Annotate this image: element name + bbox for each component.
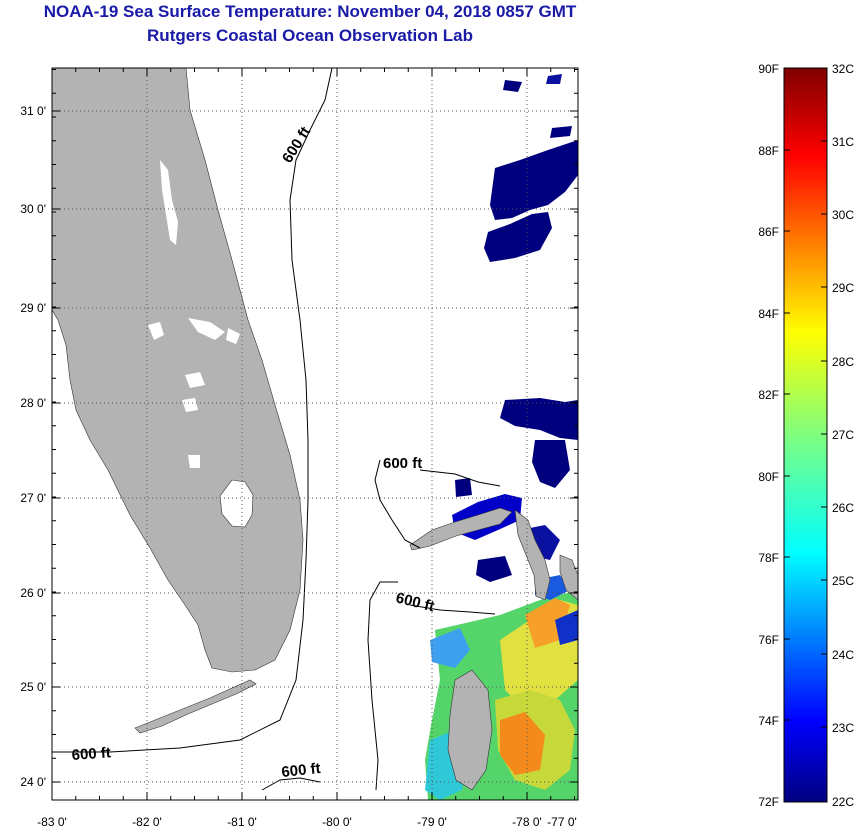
colorbar-c-label: 29C <box>832 281 854 295</box>
isobath-600ft <box>52 68 501 791</box>
colorbar-f-label: 88F <box>758 144 779 158</box>
colorbar-f-label: 74F <box>758 714 779 728</box>
colorbar-c-label: 30C <box>832 208 854 222</box>
colorbar <box>783 67 828 803</box>
map-subtitle: Rutgers Coastal Ocean Observation Lab <box>147 26 473 45</box>
colorbar-c-label: 23C <box>832 721 854 735</box>
colorbar-c-label: 31C <box>832 135 854 149</box>
colorbar-c-label: 32C <box>832 62 854 76</box>
lat-tick-label: 27 0' <box>20 491 46 505</box>
colorbar-f-label: 84F <box>758 307 779 321</box>
colorbar-f-label: 76F <box>758 633 779 647</box>
colorbar-f-label: 90F <box>758 62 779 76</box>
colorbar-f-label: 72F <box>758 795 779 809</box>
sst-cold-patches <box>452 74 578 582</box>
lon-tick-label: -81 0' <box>227 815 257 829</box>
map-title: NOAA-19 Sea Surface Temperature: Novembe… <box>43 2 577 21</box>
abaco-land <box>514 509 551 601</box>
eleuthera-land <box>559 554 578 601</box>
grand-bahama-land <box>409 507 513 551</box>
colorbar-f-label: 80F <box>758 470 779 484</box>
colorbar-f-labels: 90F 88F 86F 84F 82F 80F 78F 76F 74F 72F <box>758 62 779 809</box>
colorbar-f-label: 86F <box>758 225 779 239</box>
lon-tick-label: -79 0' <box>417 815 447 829</box>
inland-lakes <box>148 150 240 468</box>
colorbar-c-label: 27C <box>832 428 854 442</box>
lon-tick-label: -82 0' <box>132 815 162 829</box>
lat-tick-label: 25 0' <box>20 680 46 694</box>
colorbar-c-label: 26C <box>832 501 854 515</box>
andros-land <box>447 669 493 791</box>
lon-axis-labels: -83 0' -82 0' -81 0' -80 0' -79 0' -78 0… <box>37 815 577 829</box>
lat-tick-label: 26 0' <box>20 586 46 600</box>
lon-tick-label: -77 0' <box>547 815 577 829</box>
axis-ticks <box>51 68 579 800</box>
colorbar-c-label: 28C <box>832 355 854 369</box>
lon-tick-label: -78 0' <box>512 815 542 829</box>
lat-tick-label: 24 0' <box>20 775 46 789</box>
lat-tick-label: 31 0' <box>20 104 46 118</box>
florida-keys <box>134 679 257 734</box>
colorbar-c-label: 22C <box>832 795 854 809</box>
lat-tick-label: 30 0' <box>20 202 46 216</box>
lat-tick-label: 29 0' <box>20 301 46 315</box>
colorbar-f-label: 78F <box>758 551 779 565</box>
lat-axis-labels: 24 0' 25 0' 26 0' 27 0' 28 0' 29 0' 30 0… <box>20 104 46 789</box>
colorbar-c-labels: 32C 31C 30C 29C 28C 27C 26C 25C 24C 23C … <box>832 62 854 809</box>
lon-tick-label: -80 0' <box>322 815 352 829</box>
colorbar-c-label: 25C <box>832 574 854 588</box>
colorbar-c-label: 24C <box>832 648 854 662</box>
contour-label: 600 ft <box>281 760 322 781</box>
contour-label: 600 ft <box>71 744 111 764</box>
plot-frame <box>51 67 579 801</box>
lake-okeechobee <box>219 479 254 528</box>
lat-tick-label: 28 0' <box>20 396 46 410</box>
contour-label: 600 ft <box>383 455 422 472</box>
lon-tick-label: -83 0' <box>37 815 67 829</box>
colorbar-ticks <box>784 67 827 803</box>
colorbar-f-label: 82F <box>758 388 779 402</box>
